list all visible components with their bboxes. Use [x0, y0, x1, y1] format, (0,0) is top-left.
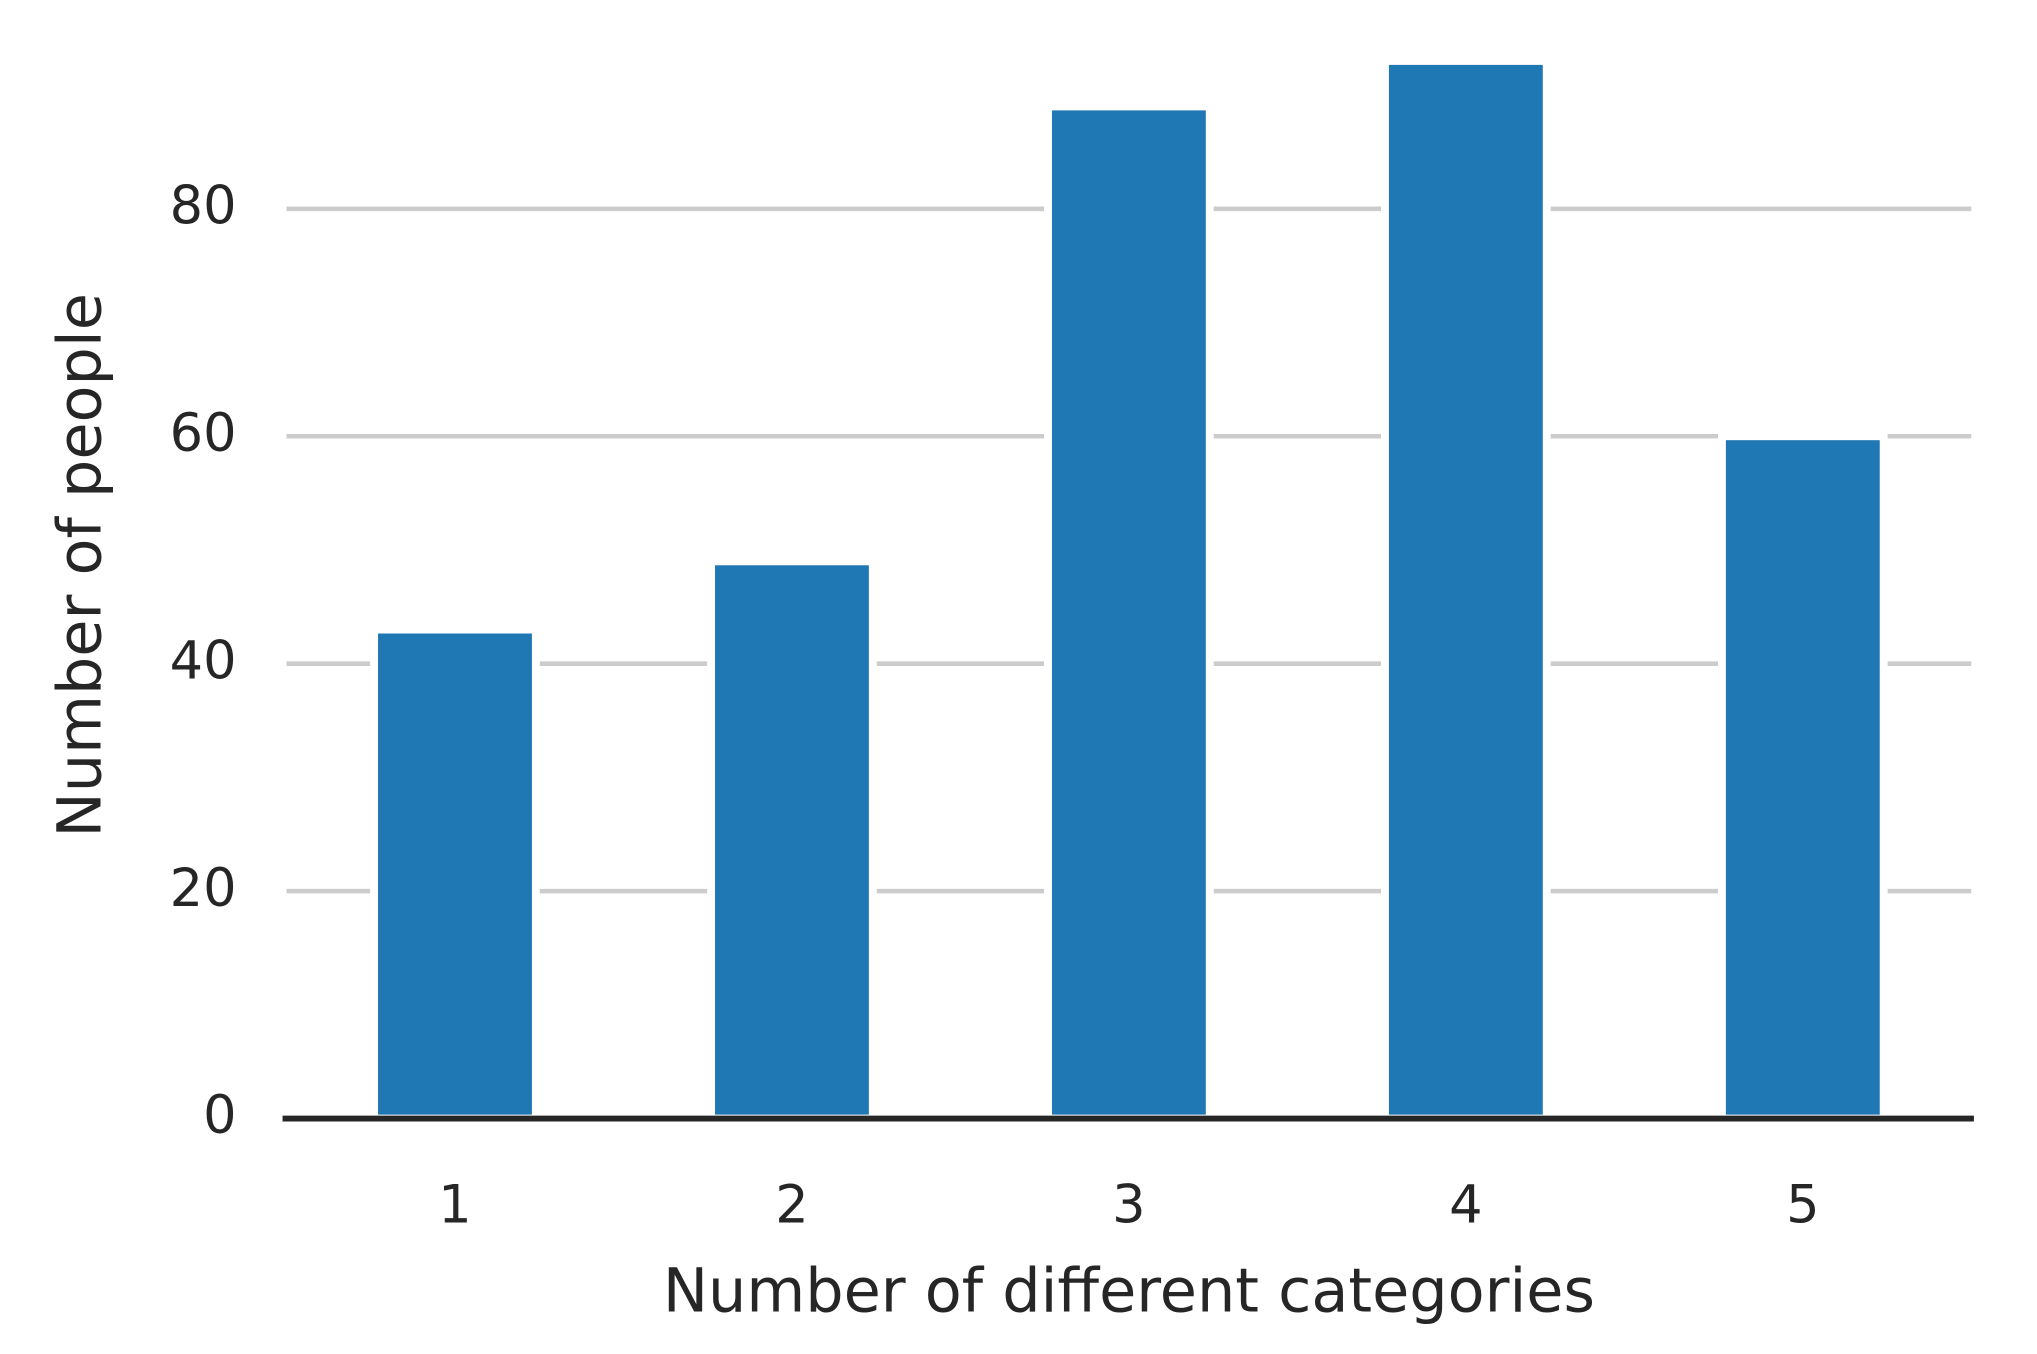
bar [370, 625, 540, 1123]
bar [1717, 432, 1888, 1123]
bar [1044, 102, 1214, 1123]
x-tick-label: 2 [775, 1175, 808, 1236]
bar [707, 557, 877, 1123]
y-tick-label: 0 [203, 1085, 236, 1146]
y-tick-label: 40 [170, 630, 237, 691]
x-tick-label: 1 [438, 1175, 471, 1236]
x-tick-label: 5 [1786, 1175, 1819, 1236]
y-tick-label: 80 [170, 175, 237, 236]
labels: 0 20 40 60 80 1 2 3 4 5 [170, 175, 1820, 1235]
y-axis-label: Number of people [46, 293, 116, 837]
x-tick-label: 4 [1449, 1175, 1482, 1236]
x-axis-label: Number of different categories [663, 1256, 1595, 1326]
bars [370, 57, 1888, 1123]
bar [1381, 57, 1551, 1123]
x-tick-label: 3 [1112, 1175, 1145, 1236]
y-tick-label: 20 [170, 858, 237, 919]
y-tick-label: 60 [170, 403, 237, 464]
